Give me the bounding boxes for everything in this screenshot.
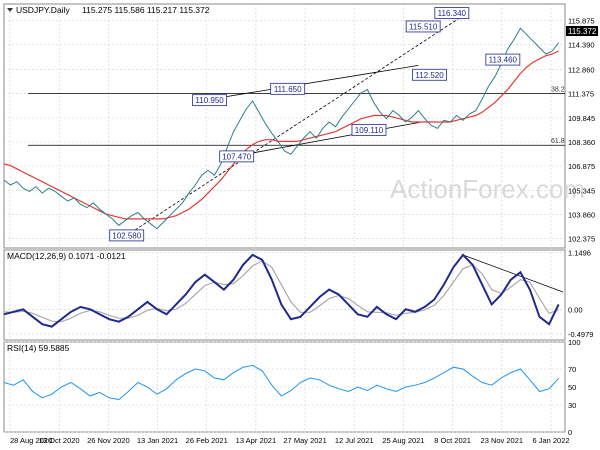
x-tick-label: 23 Nov 2021 <box>481 436 524 445</box>
price-level-box <box>412 68 447 81</box>
price-level-label: 111.650 <box>270 82 306 95</box>
price-level-label: 109.110 <box>351 123 387 136</box>
x-grid <box>9 4 552 432</box>
price-grid <box>4 20 565 240</box>
price-y-tick-label: 114.390 <box>568 41 595 50</box>
price-level-box <box>109 229 145 242</box>
rsi-y-tick-label: 0 <box>568 428 572 437</box>
price-y-tick-label: 115.875 <box>568 17 595 26</box>
x-tick-label: 26 Feb 2021 <box>186 436 228 445</box>
x-tick-label: 25 Aug 2021 <box>382 436 424 445</box>
macd-caption: MACD(12,26,9) 0.1071 -0.0121 <box>7 251 126 261</box>
price-level-box <box>485 53 521 66</box>
price-y-tick-label: 108.360 <box>568 138 595 147</box>
price-y-tick-label: 112.860 <box>568 65 595 74</box>
price-y-tick-label: 103.860 <box>568 211 595 220</box>
price-y-tick-label: 105.345 <box>568 187 595 196</box>
price-level-box <box>434 7 470 19</box>
price-level-text: 111.650 <box>274 85 302 94</box>
price-level-label: 115.510 <box>405 20 441 33</box>
last-price-marker: 115.372 <box>566 26 598 36</box>
last-price-background <box>566 26 598 36</box>
macd-line <box>3 253 560 328</box>
rsi-y-tick-label: 70 <box>568 365 576 374</box>
trend-layer <box>126 13 564 293</box>
x-tick-label: 28 Aug 2020 <box>10 436 52 445</box>
price-panel <box>3 3 566 249</box>
x-tick-label: 12 Jul 2021 <box>335 436 374 445</box>
x-tick-label: 13 Apr 2021 <box>236 436 276 445</box>
lower-channel-line <box>236 121 422 157</box>
macd-panel <box>3 249 566 341</box>
rsi-caption: RSI(14) 59.5885 <box>7 343 70 353</box>
price-y-ticks: 115.875 114.390 112.860 111.375 109.845 108.3… <box>568 17 595 244</box>
fib-level-label: 61.8 <box>551 138 565 145</box>
price-level-text: 112.520 <box>415 71 444 80</box>
rsi-y-tick-label: 100 <box>568 338 581 347</box>
price-y-tick-label: 111.375 <box>568 89 594 98</box>
price-level-box <box>405 20 441 33</box>
last-price-label: 115.372 <box>568 27 597 36</box>
x-tick-label: 13 Oct 2020 <box>39 436 80 445</box>
price-level-label: 102.580 <box>109 229 145 242</box>
macd-divergence-line <box>462 254 564 293</box>
collapse-caret-icon <box>7 8 13 12</box>
price-level-box <box>192 94 227 107</box>
moving-average-line <box>3 50 559 220</box>
rsi-grid <box>4 341 565 433</box>
price-level-text: 107.470 <box>222 152 251 161</box>
price-y-tick-label: 106.875 <box>568 162 595 171</box>
x-tick-label: 27 May 2021 <box>283 436 326 445</box>
price-level-text: 102.580 <box>112 231 141 240</box>
rsi-line <box>3 364 559 401</box>
price-level-label: 113.460 <box>485 53 521 66</box>
macd-signal-line <box>3 260 559 323</box>
price-level-text: 109.110 <box>355 126 384 135</box>
rsi-y-tick-label: 30 <box>568 401 576 410</box>
price-level-text: 115.510 <box>409 22 438 31</box>
x-tick-label: 6 Jan 2022 <box>532 436 569 445</box>
rsi-y-ticks: 100 70 50 30 0 <box>568 338 581 437</box>
fib-level-label: 38.2 <box>551 86 565 93</box>
price-level-text: 113.460 <box>489 56 518 65</box>
price-level-label: 110.950 <box>192 94 227 107</box>
macd-y-ticks: 1.1496 0.00 -0.4979 <box>568 248 593 338</box>
upper-channel-line <box>209 65 419 100</box>
price-level-text: 116.340 <box>438 9 467 18</box>
price-caption: USDJPY.Daily 115.275 115.586 115.217 115… <box>7 5 210 15</box>
price-level-text: 110.950 <box>195 96 224 105</box>
x-tick-label: 8 Oct 2021 <box>434 436 471 445</box>
rsi-y-tick-label: 50 <box>568 383 576 392</box>
long-trend-line <box>126 13 467 236</box>
macd-y-tick-label: -0.4979 <box>568 330 593 339</box>
price-line <box>3 27 559 230</box>
macd-y-tick-label: 0.00 <box>568 305 583 314</box>
price-level-label: 107.470 <box>219 150 255 163</box>
price-level-label: 112.520 <box>412 68 447 81</box>
price-level-box <box>270 82 306 95</box>
x-tick-label: 26 Nov 2020 <box>87 436 130 445</box>
price-level-label: 116.340 <box>434 7 470 19</box>
price-y-tick-label: 109.845 <box>568 114 595 123</box>
macd-y-tick-label: 1.1496 <box>568 248 591 257</box>
watermark: ActionForex.com <box>390 174 585 204</box>
ohlc-values: 115.275 115.586 115.217 115.372 <box>82 5 210 15</box>
price-level-box <box>219 150 255 163</box>
x-tick-label: 13 Jan 2021 <box>137 436 178 445</box>
symbol-caption: USDJPY.Daily <box>16 5 70 15</box>
price-level-box <box>351 123 387 136</box>
price-y-tick-label: 102.375 <box>568 235 595 244</box>
